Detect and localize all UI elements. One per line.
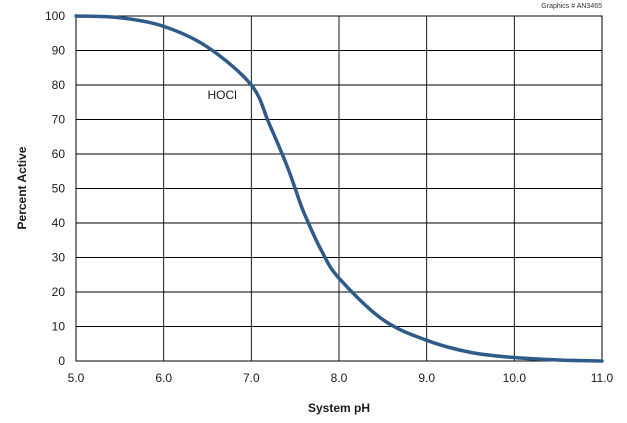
y-tick-label: 100 [45,9,65,23]
x-axis-title: System pH [308,401,370,415]
x-tick-label: 8.0 [331,371,348,385]
series-label-annotation: HOCl [208,88,237,102]
y-tick-label: 20 [52,285,66,299]
y-tick-label: 50 [52,182,66,196]
y-axis-ticks: 0 10 20 30 40 50 60 70 80 90 100 [45,9,65,368]
y-tick-label: 60 [52,147,66,161]
annotation-layer: HOCl [208,88,237,102]
y-tick-label: 80 [52,78,66,92]
grid [75,15,603,362]
x-tick-label: 9.0 [418,371,435,385]
y-axis-title: Percent Active [15,146,29,229]
x-tick-label: 11.0 [591,371,614,385]
y-tick-label: 0 [58,354,65,368]
x-tick-label: 5.0 [68,371,85,385]
x-tick-label: 6.0 [155,371,172,385]
y-tick-label: 10 [52,320,66,334]
graphics-credit: Graphics # AN3465 [541,3,602,10]
series-line-hocl [74,14,604,363]
y-tick-label: 30 [52,251,66,265]
y-tick-label: 70 [52,113,66,127]
x-tick-label: 7.0 [243,371,260,385]
x-tick-label: 10.0 [503,371,527,385]
x-axis-ticks: 5.0 6.0 7.0 8.0 9.0 10.0 11.0 [68,371,614,385]
y-tick-label: 40 [52,216,66,230]
series-layer [74,14,604,363]
y-tick-label: 90 [52,44,66,58]
plot-area-frame [75,15,603,362]
